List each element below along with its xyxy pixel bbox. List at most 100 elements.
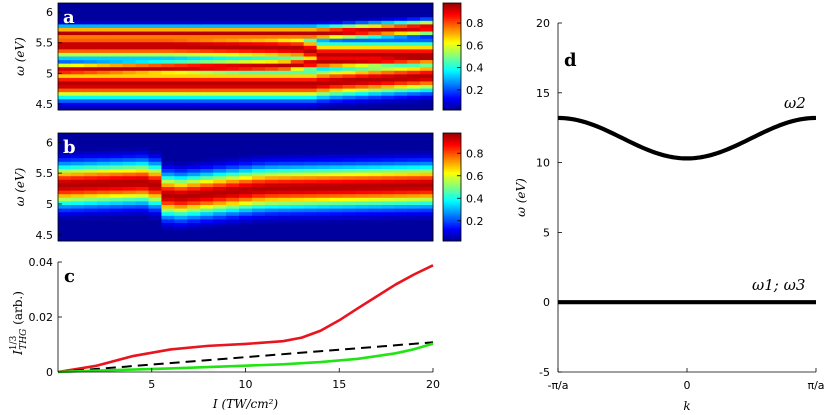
heatmap-cell xyxy=(316,52,330,57)
heatmap-cell xyxy=(58,77,72,82)
heatmap-cell xyxy=(381,172,395,177)
heatmap-cell xyxy=(58,31,72,36)
heatmap-cell xyxy=(381,63,395,68)
colorbar-step xyxy=(443,44,461,47)
heatmap-cell xyxy=(148,219,162,224)
heatmap-cell xyxy=(239,35,253,40)
colorbar-step xyxy=(443,174,461,177)
heatmap-cell xyxy=(420,24,434,29)
heatmap-cell xyxy=(329,81,343,86)
heatmap-cell xyxy=(226,147,240,152)
colorbar: 0.20.40.60.8 xyxy=(442,132,484,242)
heatmap-cell xyxy=(355,136,369,141)
heatmap-cell xyxy=(290,77,305,82)
heatmap-cell xyxy=(109,81,124,86)
colorbar-step xyxy=(443,178,461,181)
heatmap-cell xyxy=(161,176,175,181)
heatmap-cell xyxy=(342,169,356,173)
x-tick-label: -π/a xyxy=(547,379,568,392)
heatmap-cell xyxy=(394,92,408,97)
heatmap-cell xyxy=(277,17,292,22)
heatmap-cell xyxy=(70,223,85,227)
heatmap-cell xyxy=(329,3,343,7)
heatmap-cell xyxy=(200,27,214,32)
heatmap-cell xyxy=(70,176,85,181)
heatmap-cell xyxy=(161,154,175,159)
heatmap-cell xyxy=(213,92,227,97)
heatmap-cell xyxy=(70,102,85,107)
colorbar-step xyxy=(443,183,461,186)
heatmap-cell xyxy=(264,147,279,152)
heatmap-cell xyxy=(368,136,382,141)
heatmap-cell xyxy=(200,38,214,43)
heatmap-cell xyxy=(148,201,162,206)
heatmap-cell xyxy=(407,38,421,43)
heatmap-cell xyxy=(303,35,318,40)
heatmap-cell xyxy=(355,158,369,163)
heatmap-cell xyxy=(342,77,356,82)
heatmap-cell xyxy=(226,49,240,54)
heatmap-cell xyxy=(368,56,382,61)
heatmap-cell xyxy=(161,17,175,22)
heatmap-cell xyxy=(251,52,266,57)
heatmap-cell xyxy=(213,56,227,61)
colorbar-step xyxy=(443,212,461,215)
heatmap-cell xyxy=(264,136,279,141)
heatmap-cell xyxy=(161,67,175,72)
heatmap-cell xyxy=(135,102,149,107)
heatmap-cell xyxy=(70,56,85,61)
heatmap-cell xyxy=(83,219,98,224)
heatmap-cell xyxy=(368,3,382,7)
heatmap-cell xyxy=(420,52,434,57)
heatmap-cell xyxy=(226,6,240,11)
heatmap-cell xyxy=(187,230,201,235)
heatmap-cell xyxy=(122,172,136,177)
heatmap-cell xyxy=(251,219,266,224)
heatmap-cell xyxy=(70,226,85,231)
heatmap-cell xyxy=(290,45,305,50)
heatmap-cell xyxy=(342,102,356,107)
heatmap-cell xyxy=(394,176,408,181)
heatmap-cell xyxy=(122,143,136,148)
heatmap-cell xyxy=(213,176,227,181)
heatmap-cell xyxy=(381,140,395,145)
heatmap-cell xyxy=(83,81,98,86)
heatmap-cell xyxy=(122,67,136,72)
heatmap-cell xyxy=(174,67,188,72)
heatmap-cell xyxy=(316,151,330,155)
heatmap-cell xyxy=(187,60,201,65)
heatmap-cell xyxy=(226,176,240,181)
heatmap-cell xyxy=(251,49,266,54)
heatmap-cell xyxy=(213,88,227,93)
heatmap-cell xyxy=(148,102,162,107)
heatmap-cells xyxy=(58,133,434,242)
heatmap-cell xyxy=(394,136,408,141)
heatmap-cell xyxy=(187,179,201,184)
heatmap-cell xyxy=(368,165,382,170)
heatmap-cell xyxy=(420,197,434,202)
heatmap-cell xyxy=(70,169,85,173)
colorbar-step xyxy=(443,54,461,57)
heatmap-cell xyxy=(316,212,330,217)
heatmap-cell xyxy=(148,67,162,72)
heatmap-cell xyxy=(290,95,305,100)
heatmap-cell xyxy=(381,197,395,202)
heatmap-cell xyxy=(329,237,343,242)
heatmap-cell xyxy=(381,190,395,195)
heatmap-cell xyxy=(96,223,111,227)
heatmap-cell xyxy=(135,42,149,47)
heatmap-cell xyxy=(239,165,253,170)
heatmap-cell xyxy=(96,56,111,61)
heatmap-cell xyxy=(70,197,85,202)
heatmap-cell xyxy=(109,197,124,202)
heatmap-cell xyxy=(148,74,162,79)
heatmap-cell xyxy=(239,92,253,97)
heatmap-cell xyxy=(200,190,214,195)
heatmap-cell xyxy=(303,77,318,82)
colorbar-step xyxy=(443,24,461,27)
heatmap-cell xyxy=(394,88,408,93)
heatmap-cell xyxy=(407,136,421,141)
heatmap-cell xyxy=(83,140,98,145)
colorbar-step xyxy=(443,79,461,82)
heatmap-cell xyxy=(290,165,305,170)
